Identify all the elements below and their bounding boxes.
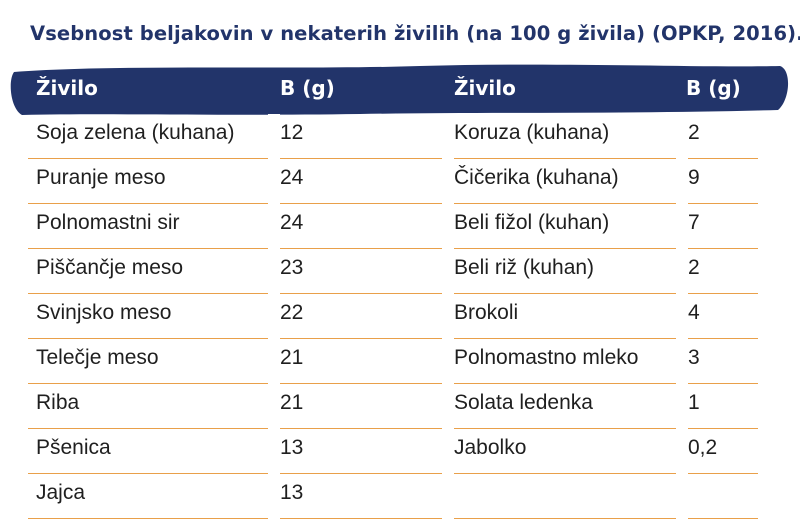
cell-food-left: Soja zelena (kuhana) xyxy=(36,121,235,144)
column-gap xyxy=(676,204,688,250)
column-gap xyxy=(442,339,454,385)
column-gap xyxy=(676,114,688,160)
cell-food-right: Polnomastno mleko xyxy=(454,346,639,369)
cell-food-left: Jajca xyxy=(36,481,86,504)
cell-protein-right: 7 xyxy=(688,211,700,234)
column-gap xyxy=(676,159,688,205)
column-gap xyxy=(268,429,280,475)
cell-food-right: Beli fižol (kuhan) xyxy=(454,211,610,234)
column-gap xyxy=(268,249,280,295)
cell-protein-left: 22 xyxy=(280,301,304,324)
cell-protein-left: 13 xyxy=(280,481,304,504)
cell-protein-left: 21 xyxy=(280,391,304,414)
column-gap xyxy=(676,429,688,475)
cell-food-right: Koruza (kuhana) xyxy=(454,121,610,144)
cell-protein-right: 0,2 xyxy=(688,436,718,459)
column-gap xyxy=(676,339,688,385)
table-row: Polnomastni sir 24 Beli fižol (kuhan) 7 xyxy=(28,204,758,250)
column-gap xyxy=(268,474,280,520)
cell-food-left: Piščančje meso xyxy=(36,256,184,279)
cell-food-right: Solata ledenka xyxy=(454,391,593,414)
column-gap xyxy=(442,249,454,295)
column-gap xyxy=(442,429,454,475)
cell-food-left: Riba xyxy=(36,391,80,414)
column-gap xyxy=(442,474,454,520)
header-protein-right: B (g) xyxy=(686,76,741,100)
column-gap xyxy=(268,159,280,205)
column-gap xyxy=(442,384,454,430)
header-food-right: Živilo xyxy=(454,76,516,100)
cell-food-right: Čičerika (kuhana) xyxy=(454,166,619,189)
table-row: Pšenica 13 Jabolko 0,2 xyxy=(28,429,758,475)
column-gap xyxy=(268,294,280,340)
table-row: Svinjsko meso 22 Brokoli 4 xyxy=(28,294,758,340)
column-gap xyxy=(442,159,454,205)
cell-protein-left: 23 xyxy=(280,256,304,279)
cell-food-left: Svinjsko meso xyxy=(36,301,172,324)
column-gap xyxy=(268,339,280,385)
cell-protein-right: 9 xyxy=(688,166,700,189)
page-title: Vsebnost beljakovin v nekaterih živilih … xyxy=(30,22,800,45)
cell-protein-left: 24 xyxy=(280,211,304,234)
cell-protein-right: 3 xyxy=(688,346,700,369)
column-gap xyxy=(268,384,280,430)
column-gap xyxy=(676,294,688,340)
cell-food-right: Jabolko xyxy=(454,436,527,459)
table-header: Živilo B (g) Živilo B (g) xyxy=(22,66,782,114)
cell-protein-left: 21 xyxy=(280,346,304,369)
cell-protein-right: 2 xyxy=(688,256,700,279)
header-protein-left: B (g) xyxy=(280,76,335,100)
column-gap xyxy=(442,114,454,160)
table-row: Puranje meso 24 Čičerika (kuhana) 9 xyxy=(28,159,758,205)
cell-protein-left: 24 xyxy=(280,166,304,189)
cell-food-left: Polnomastni sir xyxy=(36,211,180,234)
cell-food-right: Beli riž (kuhan) xyxy=(454,256,595,279)
cell-food-left: Telečje meso xyxy=(36,346,159,369)
table-row: Telečje meso 21 Polnomastno mleko 3 xyxy=(28,339,758,385)
cell-protein-left: 13 xyxy=(280,436,304,459)
column-gap xyxy=(676,384,688,430)
cell-food-right: Brokoli xyxy=(454,301,519,324)
table-row: Soja zelena (kuhana) 12 Koruza (kuhana) 2 xyxy=(28,114,758,160)
protein-table: Soja zelena (kuhana) 12 Koruza (kuhana) 2 Pu… xyxy=(28,114,758,520)
header-food-left: Živilo xyxy=(36,76,98,100)
column-gap xyxy=(676,474,688,520)
cell-food-left: Puranje meso xyxy=(36,166,166,189)
column-gap xyxy=(268,114,280,160)
column-gap xyxy=(442,204,454,250)
table-row: Piščančje meso 23 Beli riž (kuhan) 2 xyxy=(28,249,758,295)
cell-protein-right: 1 xyxy=(688,391,700,414)
cell-protein-right: 4 xyxy=(688,301,700,324)
cell-protein-right: 2 xyxy=(688,121,700,144)
column-gap xyxy=(676,249,688,295)
column-gap xyxy=(268,204,280,250)
column-gap xyxy=(442,294,454,340)
table-row: Riba 21 Solata ledenka 1 xyxy=(28,384,758,430)
cell-protein-left: 12 xyxy=(280,121,304,144)
cell-food-left: Pšenica xyxy=(36,436,111,459)
table-row: Jajca 13 xyxy=(28,474,758,520)
